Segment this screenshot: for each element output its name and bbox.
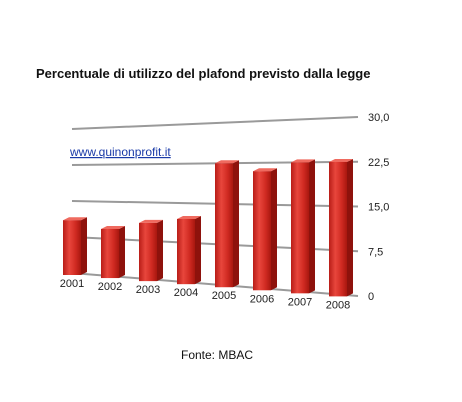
y-tick-label: 22,5 xyxy=(368,157,389,169)
x-category-label: 2008 xyxy=(326,299,350,311)
bar-front xyxy=(291,162,309,294)
bar-side xyxy=(195,215,201,285)
x-category-label: 2003 xyxy=(136,284,160,296)
bar-top xyxy=(101,225,125,229)
bar-2004 xyxy=(177,215,201,285)
y-tick-label: 7,5 xyxy=(368,246,383,258)
x-category-label: 2007 xyxy=(288,296,312,308)
bar-top xyxy=(177,215,201,219)
y-tick-label: 0 xyxy=(368,291,374,303)
bar-2007 xyxy=(291,159,315,294)
bar-top xyxy=(139,219,163,223)
bar-front xyxy=(177,218,195,285)
bar-2001 xyxy=(63,217,87,275)
bar-top xyxy=(329,158,353,162)
x-axis-categories: 2001 2002 2003 2004 2005 2006 2007 2008 xyxy=(60,278,350,311)
source-note: Fonte: MBAC xyxy=(181,348,253,362)
bar-front xyxy=(329,161,347,297)
x-category-label: 2001 xyxy=(60,278,84,290)
bar-front xyxy=(215,163,233,288)
bar-front xyxy=(253,171,271,291)
bar-2008 xyxy=(329,158,353,297)
bar-front xyxy=(63,220,81,275)
gridline xyxy=(71,116,359,130)
bar-side xyxy=(271,168,277,291)
x-category-label: 2004 xyxy=(174,287,198,299)
bar-2006 xyxy=(253,168,277,291)
x-category-label: 2002 xyxy=(98,281,122,293)
y-tick-label: 15,0 xyxy=(368,202,389,214)
bars xyxy=(63,158,353,297)
chart-title: Percentuale di utilizzo del plafond prev… xyxy=(36,66,370,81)
bar-side xyxy=(233,160,239,288)
bar-top xyxy=(253,168,277,172)
bar-2003 xyxy=(139,219,163,282)
x-category-label: 2006 xyxy=(250,293,274,305)
x-category-label: 2005 xyxy=(212,290,236,302)
bar-2005 xyxy=(215,160,239,288)
bar-side xyxy=(309,159,315,294)
bar-front xyxy=(139,222,157,282)
bar-side xyxy=(347,158,353,297)
bar-front xyxy=(101,228,119,279)
bar-side xyxy=(119,225,125,279)
bar-2002 xyxy=(101,225,125,279)
bar-top xyxy=(291,159,315,163)
y-tick-label: 30,0 xyxy=(368,112,389,124)
bar-top xyxy=(63,217,87,221)
y-axis-ticks: 0 7,5 15,0 22,5 30,0 xyxy=(368,112,389,303)
bar-side xyxy=(157,219,163,282)
website-link[interactable]: www.quinonprofit.it xyxy=(69,145,171,159)
bar-side xyxy=(81,217,87,275)
bar-top xyxy=(215,160,239,164)
